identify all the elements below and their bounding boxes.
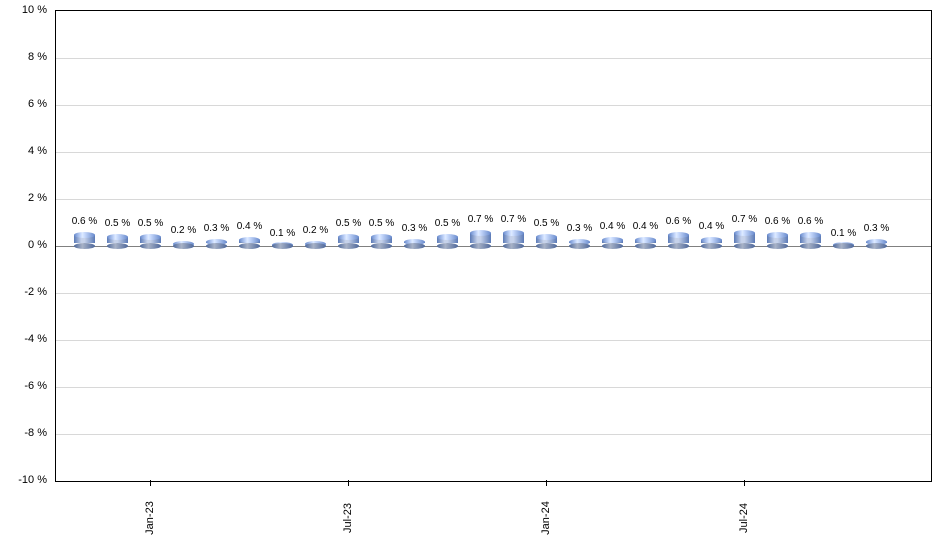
value-label: 0.4 %	[699, 221, 725, 232]
y-tick-label: -4 %	[0, 333, 47, 345]
value-label: 0.3 %	[567, 223, 593, 234]
bar	[239, 237, 260, 246]
value-label: 0.7 %	[732, 214, 758, 225]
x-tick-label: Jan-23	[144, 501, 156, 535]
value-label: 0.4 %	[633, 221, 659, 232]
x-tick-label: Jul-23	[342, 503, 354, 533]
bar	[74, 232, 95, 246]
value-label: 0.5 %	[435, 218, 461, 229]
bar	[338, 234, 359, 246]
y-tick-label: -8 %	[0, 427, 47, 439]
bar	[272, 242, 293, 246]
bar	[833, 242, 854, 246]
value-label: 0.6 %	[72, 216, 98, 227]
y-tick-label: 0 %	[0, 239, 47, 251]
bar	[800, 232, 821, 246]
gridline	[56, 152, 931, 153]
value-label: 0.1 %	[270, 228, 296, 239]
bar	[107, 234, 128, 246]
value-label: 0.3 %	[402, 223, 428, 234]
bar	[371, 234, 392, 246]
x-tick	[150, 480, 151, 486]
bar	[437, 234, 458, 246]
value-label: 0.2 %	[303, 225, 329, 236]
gridline	[56, 387, 931, 388]
x-tick	[744, 480, 745, 486]
value-label: 0.5 %	[534, 218, 560, 229]
gridline	[56, 434, 931, 435]
bar	[569, 239, 590, 246]
value-label: 0.2 %	[171, 225, 197, 236]
value-label: 0.3 %	[864, 223, 890, 234]
bar	[701, 237, 722, 246]
value-label: 0.7 %	[501, 214, 527, 225]
y-tick-label: -2 %	[0, 286, 47, 298]
value-label: 0.4 %	[237, 221, 263, 232]
gridline	[56, 340, 931, 341]
bar	[503, 230, 524, 246]
bar	[734, 230, 755, 246]
bar	[635, 237, 656, 246]
y-tick-label: -10 %	[0, 474, 47, 486]
bar	[602, 237, 623, 246]
gridline	[56, 199, 931, 200]
y-tick-label: 4 %	[0, 145, 47, 157]
bar	[536, 234, 557, 246]
y-tick-label: -6 %	[0, 380, 47, 392]
value-label: 0.1 %	[831, 228, 857, 239]
bar	[173, 241, 194, 246]
value-label: 0.3 %	[204, 223, 230, 234]
y-tick-label: 2 %	[0, 192, 47, 204]
y-tick-label: 10 %	[0, 4, 47, 16]
bar	[668, 232, 689, 246]
gridline	[56, 105, 931, 106]
x-tick	[348, 480, 349, 486]
bar	[305, 241, 326, 246]
value-label: 0.5 %	[336, 218, 362, 229]
gridline	[56, 293, 931, 294]
value-label: 0.5 %	[369, 218, 395, 229]
gridline	[56, 58, 931, 59]
value-label: 0.6 %	[798, 216, 824, 227]
value-label: 0.7 %	[468, 214, 494, 225]
bar	[470, 230, 491, 246]
plot-area: 0.6 % 0.5 % 0.5 % 0.2 % 0.3 % 0.4 % 0.1 % 0.2 %…	[55, 10, 932, 482]
bar	[140, 234, 161, 246]
x-tick-label: Jan-24	[540, 501, 552, 535]
bar	[206, 239, 227, 246]
bar	[767, 232, 788, 246]
bar-chart: 0.6 % 0.5 % 0.5 % 0.2 % 0.3 % 0.4 % 0.1 % 0.2 %…	[0, 0, 940, 550]
y-tick-label: 8 %	[0, 51, 47, 63]
bar	[404, 239, 425, 246]
value-label: 0.6 %	[666, 216, 692, 227]
x-tick	[546, 480, 547, 486]
y-tick-label: 6 %	[0, 98, 47, 110]
bar	[866, 239, 887, 246]
value-label: 0.6 %	[765, 216, 791, 227]
value-label: 0.5 %	[105, 218, 131, 229]
x-tick-label: Jul-24	[738, 503, 750, 533]
value-label: 0.5 %	[138, 218, 164, 229]
value-label: 0.4 %	[600, 221, 626, 232]
